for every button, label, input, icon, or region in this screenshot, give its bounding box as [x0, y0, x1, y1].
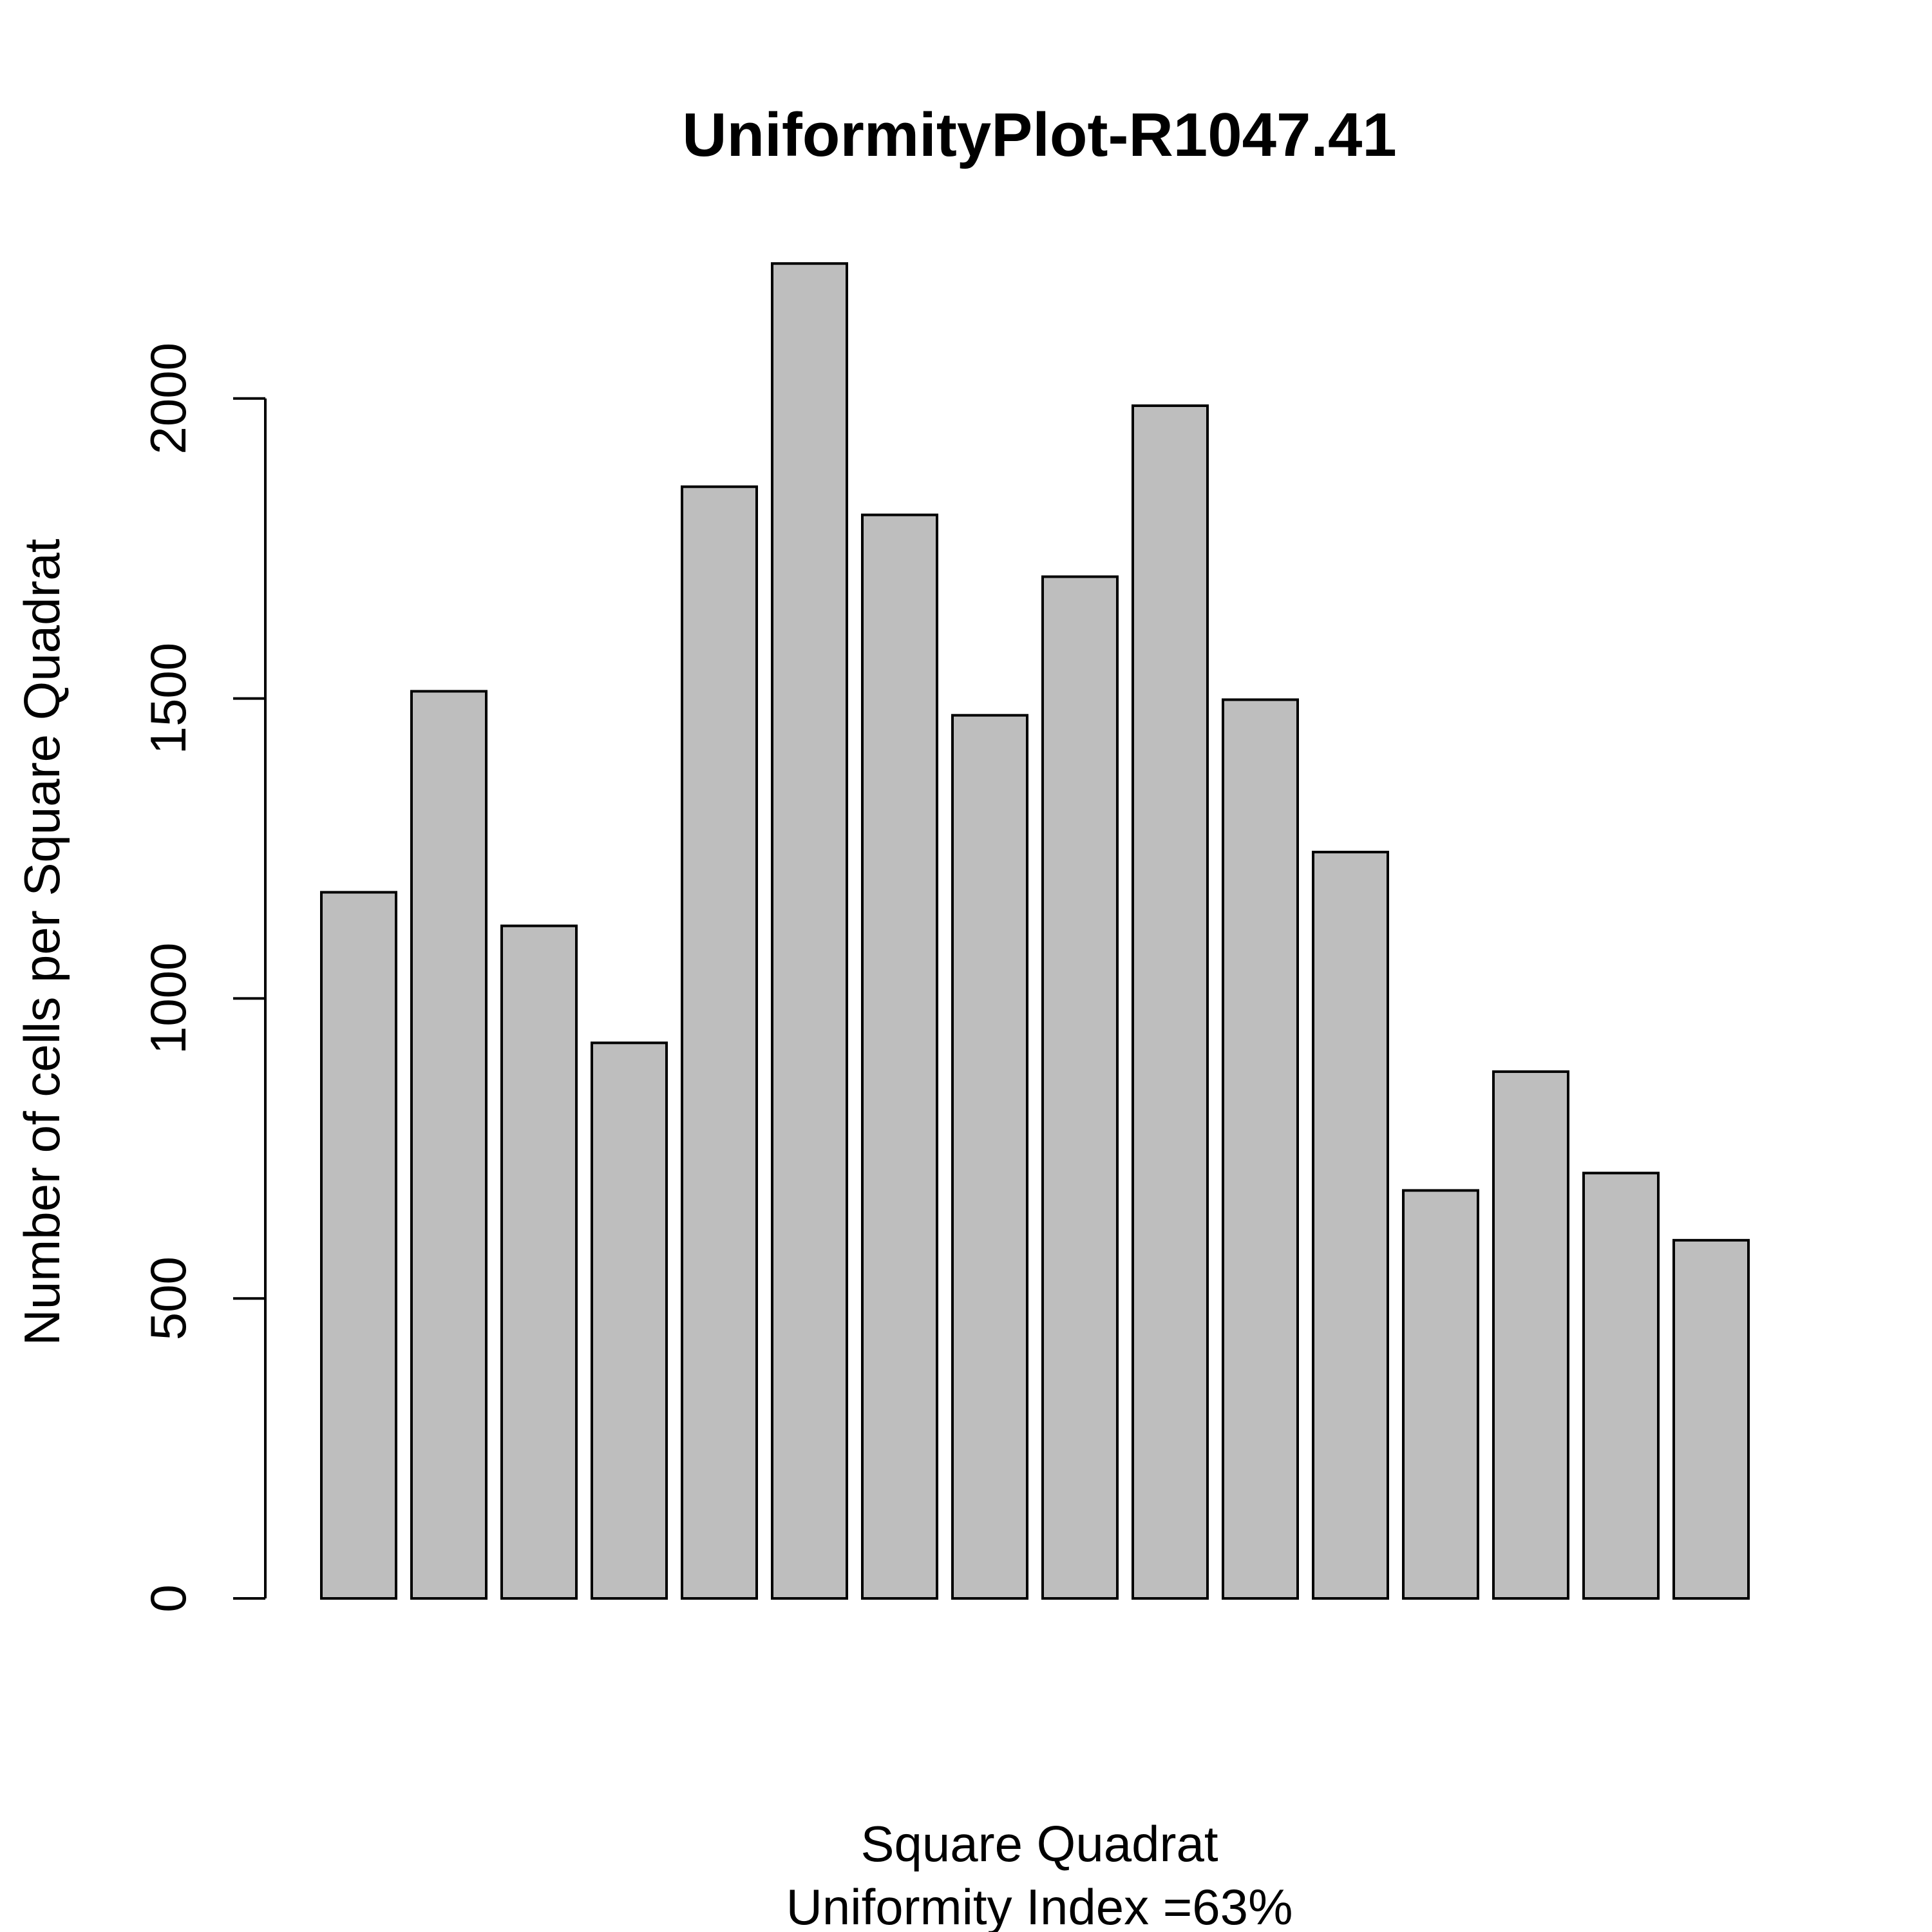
bar-11: [1222, 698, 1299, 1600]
x-axis-label: Square Quadrat: [860, 1815, 1218, 1872]
bar-8: [951, 714, 1028, 1600]
bar-6: [771, 262, 848, 1600]
y-tick-label: 500: [140, 1256, 196, 1340]
y-axis: 0 500 1000 1500 2000: [140, 343, 267, 1613]
bars-group: [320, 262, 1750, 1600]
y-tick-label: 1500: [140, 643, 196, 755]
y-tick-label: 2000: [140, 343, 196, 455]
y-axis-label: Number of cells per Square Quadrat: [14, 538, 70, 1345]
bar-14: [1492, 1070, 1569, 1600]
bar-5: [681, 485, 758, 1600]
bar-13: [1402, 1189, 1479, 1600]
x-axis-subtitle: Uniformity Index =63%: [786, 1879, 1293, 1932]
y-tick-label: 0: [140, 1584, 196, 1612]
bar-12: [1312, 851, 1389, 1600]
bar-4: [591, 1041, 668, 1600]
bar-3: [500, 924, 578, 1600]
bar-1: [320, 891, 397, 1600]
bar-10: [1132, 404, 1209, 1600]
chart-title: UniformityPlot-R1047.41: [682, 100, 1397, 169]
bar-9: [1041, 575, 1119, 1600]
y-tick-label: 1000: [140, 943, 196, 1055]
bar-7: [861, 513, 938, 1600]
bar-2: [410, 690, 488, 1600]
bar-16: [1672, 1238, 1750, 1600]
bar-15: [1582, 1171, 1660, 1600]
